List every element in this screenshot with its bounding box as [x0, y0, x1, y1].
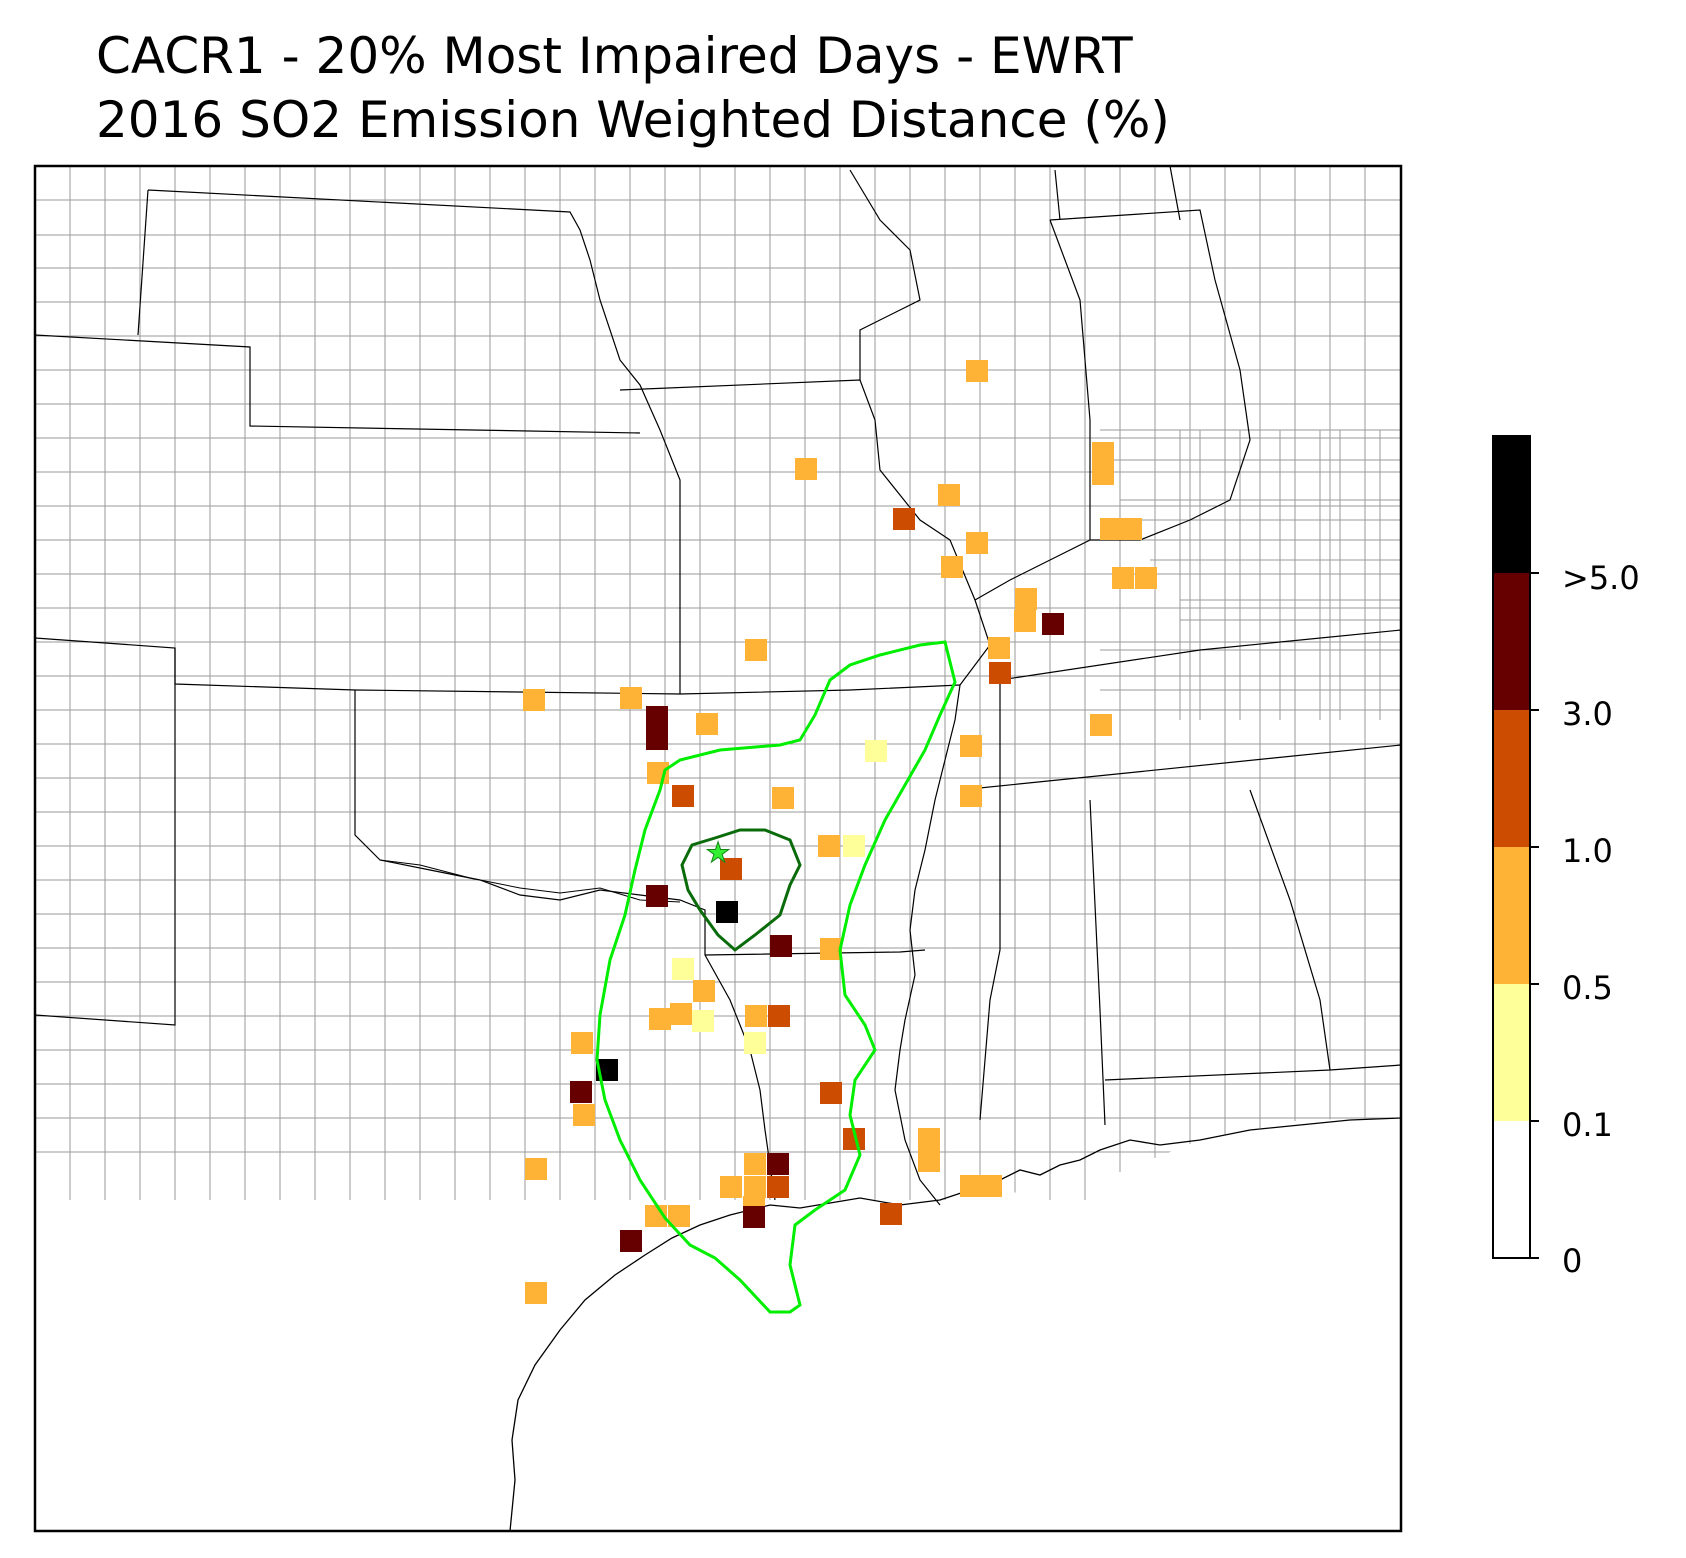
colorbar-label-3.0: 3.0	[1562, 695, 1613, 733]
contribution-cell-37	[672, 958, 694, 980]
colorbar-label-0.1: 0.1	[1562, 1106, 1613, 1144]
coastline	[509, 1117, 1401, 1531]
contribution-cell-59	[743, 1206, 765, 1228]
contribution-cell-41	[692, 1010, 714, 1032]
contribution-cell-66	[960, 1175, 982, 1197]
colorbar-swatch-4	[1493, 573, 1530, 710]
contribution-cell-54	[767, 1176, 789, 1198]
contribution-cells	[523, 360, 1157, 1304]
contribution-cell-1	[795, 458, 817, 480]
colorbar	[1492, 435, 1539, 1259]
contribution-cell-51	[918, 1128, 940, 1150]
contribution-cell-16	[989, 662, 1011, 684]
contribution-cell-55	[744, 1153, 766, 1175]
colorbar-swatch-2	[1493, 847, 1530, 984]
contribution-cell-11	[1135, 567, 1157, 589]
contribution-cell-30	[960, 785, 982, 807]
contribution-cell-24	[672, 785, 694, 807]
map-frame	[33, 164, 1403, 1533]
contribution-cell-40	[649, 1008, 671, 1030]
contribution-cell-26	[772, 787, 794, 809]
contribution-cell-19	[620, 687, 642, 709]
contribution-cell-52	[918, 1150, 940, 1172]
contribution-cell-28	[843, 835, 865, 857]
contribution-cell-34	[646, 885, 668, 907]
colorbar-label-1.0: 1.0	[1562, 832, 1613, 870]
contribution-cell-4	[966, 532, 988, 554]
contribution-cell-64	[525, 1282, 547, 1304]
site-star-icon: ★	[705, 836, 730, 869]
contribution-cell-48	[573, 1104, 595, 1126]
colorbar-label-0: 0	[1562, 1242, 1583, 1280]
contribution-cell-47	[570, 1081, 592, 1103]
colorbar-swatch-0	[1493, 1121, 1530, 1258]
contribution-cell-9	[1120, 518, 1142, 540]
contribution-cell-56	[744, 1176, 766, 1198]
contribution-cell-36	[820, 938, 842, 960]
contribution-cell-5	[941, 556, 963, 578]
contribution-cell-33	[716, 901, 738, 923]
contribution-cell-13	[1014, 610, 1036, 632]
contribution-cell-31	[1090, 714, 1112, 736]
map-title-line1: CACR1 - 20% Most Impaired Days - EWRT	[96, 27, 1133, 85]
state-boundaries	[35, 166, 1401, 1201]
contribution-cell-7	[1092, 463, 1114, 485]
contribution-cell-32	[720, 858, 742, 880]
contribution-cell-0	[966, 360, 988, 382]
contribution-cell-46	[571, 1032, 593, 1054]
mississippi-river	[894, 684, 961, 1206]
contribution-cell-3	[938, 484, 960, 506]
contribution-cell-67	[980, 1175, 1002, 1197]
contribution-cell-44	[744, 1032, 766, 1054]
map-title-line2: 2016 SO2 Emission Weighted Distance (%)	[96, 91, 1170, 149]
inner-contour-line	[680, 828, 802, 952]
contribution-cell-53	[767, 1153, 789, 1175]
contribution-cell-57	[720, 1176, 742, 1198]
colorbar-swatch-5	[1493, 436, 1530, 573]
contribution-cell-38	[693, 980, 715, 1002]
contribution-cell-21	[646, 706, 668, 728]
contribution-cell-29	[960, 735, 982, 757]
contribution-cell-63	[525, 1158, 547, 1180]
contribution-cell-17	[745, 639, 767, 661]
contribution-cell-6	[1092, 442, 1114, 464]
contribution-cell-27	[818, 835, 840, 857]
outer-contour-line	[595, 640, 957, 1314]
contribution-cell-62	[620, 1230, 642, 1252]
contribution-cell-10	[1112, 567, 1134, 589]
colorbar-swatch-3	[1493, 710, 1530, 847]
colorbar-label-0.5: 0.5	[1562, 969, 1613, 1007]
contribution-cell-8	[1100, 518, 1122, 540]
colorbar-label-gt5: >5.0	[1562, 559, 1640, 597]
contribution-cell-50	[843, 1128, 865, 1150]
contribution-cell-20	[696, 713, 718, 735]
contribution-cell-49	[820, 1082, 842, 1104]
contribution-cell-39	[670, 1003, 692, 1025]
gulf-of-mexico	[35, 1118, 1401, 1531]
contribution-cell-12	[1015, 588, 1037, 610]
county-boundaries	[35, 166, 1401, 1200]
contribution-cell-43	[768, 1005, 790, 1027]
contribution-cell-14	[1042, 613, 1064, 635]
contribution-cell-18	[523, 689, 545, 711]
contribution-cell-61	[668, 1205, 690, 1227]
contribution-cell-65	[880, 1203, 902, 1225]
contribution-cell-22	[646, 728, 668, 750]
red-river	[379, 859, 681, 903]
contribution-cell-25	[865, 740, 887, 762]
contribution-cell-2	[893, 508, 915, 530]
colorbar-swatch-1	[1493, 984, 1530, 1121]
contribution-cell-42	[745, 1005, 767, 1027]
contribution-cell-15	[988, 637, 1010, 659]
contribution-cell-35	[770, 935, 792, 957]
